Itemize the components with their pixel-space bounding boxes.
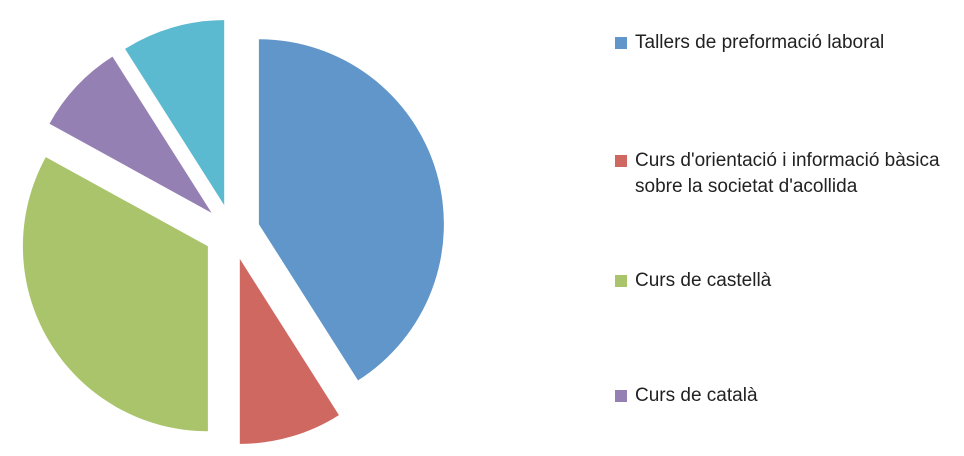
legend-entry: Curs d'orientació i informació bàsica so… [615,148,960,200]
pie-slice [125,20,225,206]
legend-entry: Curs de català [615,383,960,409]
legend-label: Curs de castellà [635,270,772,291]
legend-swatch [615,155,627,167]
legend-swatch [615,390,627,402]
pie-slice [49,56,212,213]
legend-label: Tallers de preformació laboral [635,32,885,53]
legend-entry: Tallers de preformació laboral [615,30,960,56]
legend-swatch [615,275,627,287]
legend-label: Curs de català [635,385,758,406]
pie-slice [239,258,339,444]
legend-entry: Curs de castellà [615,268,960,294]
legend-swatch [615,37,627,49]
legend-label: Curs d'orientació i informació bàsica so… [635,150,940,197]
pie-slice [258,39,444,381]
pie-slice [22,157,208,432]
